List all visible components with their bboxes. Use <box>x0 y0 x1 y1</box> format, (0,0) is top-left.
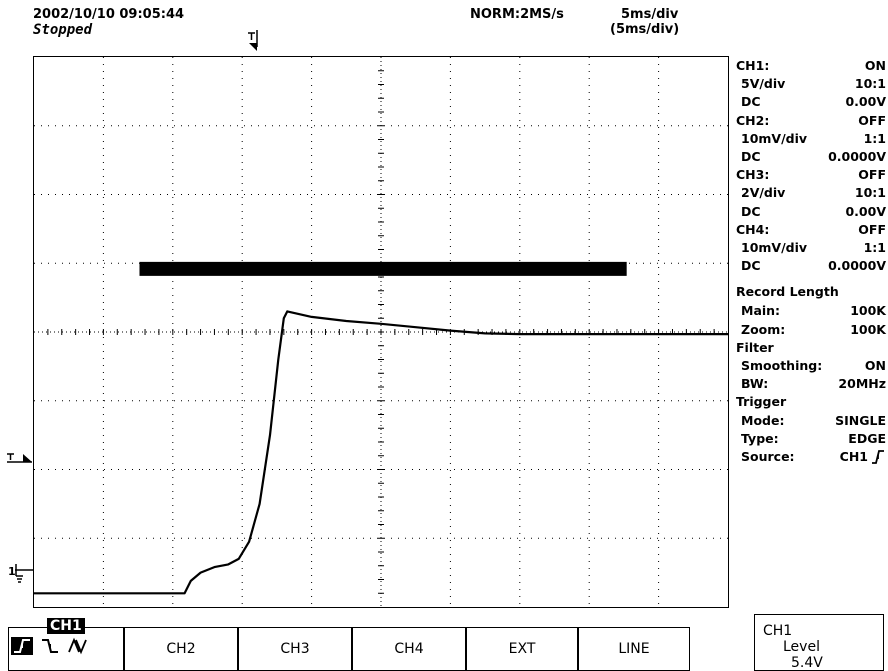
ch1-scale-label: 5V/div <box>741 76 786 92</box>
ch1-scale: 5V/div 10:1 <box>736 76 886 94</box>
ch4-scale-value: 1:1 <box>863 240 886 255</box>
ch2-scale-label: 10mV/div <box>741 130 808 146</box>
trigger-type: Type: EDGE <box>736 431 886 449</box>
record-zoom-value: 100K <box>850 321 886 337</box>
softkey-ch4[interactable]: CH4 <box>352 627 466 671</box>
filter-title-label: Filter <box>736 339 774 355</box>
ch1-coupling-label: DC <box>741 94 761 110</box>
trigger-source: Source: CH1 <box>736 449 886 467</box>
level-channel: CH1 <box>763 623 793 639</box>
trigger-title-label: Trigger <box>736 394 787 410</box>
rising-edge-icon <box>872 450 884 464</box>
trigger-mode-value: SINGLE <box>835 412 886 428</box>
ch2-scale: 10mV/div 1:1 <box>736 131 886 149</box>
record-main-label: Main: <box>741 303 781 319</box>
filter-bw-label: BW: <box>741 376 769 392</box>
trigger-mode: Mode: SINGLE <box>736 413 886 431</box>
ch3-header-label: CH3: <box>736 167 770 183</box>
ch3-header: CH3: OFF <box>736 167 886 185</box>
ch3-scale-label: 2V/div <box>741 185 786 201</box>
ch1-waveform-trace <box>34 310 728 595</box>
timebase-zoom: (5ms/div) <box>610 22 680 37</box>
trigger-source-value: CH1 <box>839 449 868 464</box>
filter-smoothing-label: Smoothing: <box>741 358 823 373</box>
filter-bw-value: 20MHz <box>838 376 886 392</box>
filter-bw: BW: 20MHz <box>736 376 886 394</box>
trigger-mode-label: Mode: <box>741 412 785 428</box>
ch4-coupling-value: 0.0000V <box>828 258 886 274</box>
ground-marker <box>14 563 34 591</box>
ch1-header-value: ON <box>864 58 886 73</box>
record-main: Main: 100K <box>736 303 886 321</box>
filter-title: Filter <box>736 340 886 358</box>
trigger-level-box[interactable]: CH1 Level 5.4V <box>754 614 884 671</box>
record-main-value: 100K <box>850 303 886 319</box>
level-value: 5.4V <box>791 655 823 671</box>
rising-edge-icon[interactable] <box>11 637 33 655</box>
trigger-position-marker <box>246 30 260 56</box>
softkey-ch1-label: CH1 <box>47 618 85 634</box>
datetime: 2002/10/10 09:05:44 <box>33 7 185 22</box>
ch2-coupling: DC 0.0000V <box>736 149 886 167</box>
ch1-header-label: CH1: <box>736 58 770 73</box>
record-bar <box>139 261 627 276</box>
ch3-scale-value: 10:1 <box>854 185 886 201</box>
trigger-position-marker-icon <box>248 30 258 51</box>
ch3-header-value: OFF <box>858 167 886 183</box>
softkey-ch1[interactable]: CH1 <box>8 618 124 671</box>
record-zoom: Zoom: 100K <box>736 322 886 340</box>
ch4-header-label: CH4: <box>736 221 770 237</box>
ch4-scale-label: 10mV/div <box>741 240 808 255</box>
ch2-coupling-value: 0.0000V <box>828 149 886 164</box>
graticule <box>34 57 728 607</box>
ch3-coupling: DC 0.00V <box>736 204 886 222</box>
trigger-level-marker-icon <box>7 453 32 463</box>
trigger-type-label: Type: <box>741 430 779 446</box>
ch1-scale-value: 10:1 <box>854 76 886 92</box>
ground-marker-label: 1 <box>8 565 16 578</box>
ch2-header-value: OFF <box>858 112 886 128</box>
ch4-header: CH4: OFF <box>736 222 886 240</box>
acquisition-mode: NORM:2MS/s <box>470 7 564 22</box>
ch2-scale-value: 1:1 <box>863 130 886 146</box>
softkey-ch3[interactable]: CH3 <box>238 627 352 671</box>
level-label: Level <box>783 639 820 655</box>
softkey-line[interactable]: LINE <box>578 627 690 671</box>
ch1-header: CH1: ON <box>736 58 886 76</box>
ch4-coupling-label: DC <box>741 258 761 274</box>
ch3-coupling-value: 0.00V <box>845 203 886 219</box>
acquisition-status: Stopped <box>33 22 93 38</box>
ch1-coupling-value: 0.00V <box>845 94 886 110</box>
ch2-header: CH2: OFF <box>736 113 886 131</box>
ch1-coupling: DC 0.00V <box>736 94 886 112</box>
trigger-level-marker <box>6 451 32 470</box>
timebase: 5ms/div <box>621 7 679 22</box>
ch4-header-value: OFF <box>858 221 886 237</box>
record-length-title-label: Record Length <box>736 284 839 300</box>
ch2-header-label: CH2: <box>736 112 770 128</box>
record-zoom-label: Zoom: <box>741 321 786 337</box>
waveform-display[interactable] <box>33 56 729 608</box>
trigger-source-label: Source: <box>741 449 795 464</box>
ch2-coupling-label: DC <box>741 149 761 164</box>
ch3-coupling-label: DC <box>741 203 761 219</box>
ch4-coupling: DC 0.0000V <box>736 258 886 276</box>
trigger-title: Trigger <box>736 394 886 412</box>
falling-edge-icon[interactable] <box>39 637 61 655</box>
softkey-ext[interactable]: EXT <box>466 627 578 671</box>
both-edges-icon[interactable] <box>67 637 89 655</box>
ground-icon <box>15 564 33 583</box>
ch4-scale: 10mV/div 1:1 <box>736 240 886 258</box>
filter-smoothing: Smoothing: ON <box>736 358 886 376</box>
ch3-scale: 2V/div 10:1 <box>736 185 886 203</box>
trigger-type-value: EDGE <box>848 430 886 446</box>
softkey-ch2[interactable]: CH2 <box>124 627 238 671</box>
filter-smoothing-value: ON <box>864 358 886 373</box>
record-length-title: Record Length <box>736 284 886 302</box>
